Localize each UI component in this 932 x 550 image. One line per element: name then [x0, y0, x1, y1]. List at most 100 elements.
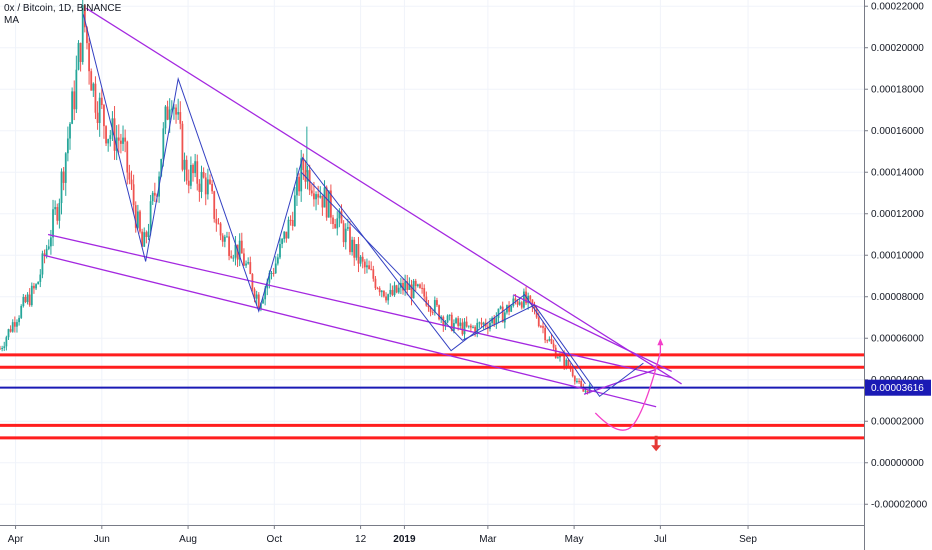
candle-body: [69, 123, 71, 139]
candle-body: [77, 42, 80, 70]
candle-body: [433, 300, 436, 313]
candle-body: [546, 340, 549, 342]
candle-body: [548, 338, 551, 341]
candle-body: [206, 179, 209, 195]
candle-body: [79, 42, 82, 62]
candle-body: [198, 183, 201, 192]
candle-body: [204, 177, 207, 195]
trendline[interactable]: [47, 233, 672, 379]
candle-body: [565, 359, 568, 367]
candle-body: [584, 390, 587, 392]
trendline[interactable]: [85, 7, 682, 385]
y-tick-label: 0.00022000: [871, 2, 924, 13]
candle-body: [329, 190, 332, 218]
candle-body: [228, 236, 230, 256]
candle-body: [308, 170, 311, 191]
wave-pattern[interactable]: [300, 171, 644, 398]
candle-body: [179, 112, 182, 124]
trendline[interactable]: [513, 294, 672, 373]
x-tick-label: May: [565, 534, 584, 545]
trendline[interactable]: [583, 368, 657, 395]
candle-body: [372, 269, 375, 279]
candle-body: [376, 288, 379, 290]
candle-body: [450, 314, 453, 331]
y-tick-label: 0.00000000: [871, 458, 924, 469]
down-arrow-icon[interactable]: [651, 445, 662, 452]
candle-body: [357, 244, 360, 264]
candle-body: [310, 190, 313, 194]
candle-body: [580, 381, 583, 387]
candle-body: [26, 294, 29, 303]
candle-body: [349, 227, 351, 253]
candle-body: [346, 227, 349, 229]
candle-body: [103, 105, 105, 127]
candle-body: [313, 193, 315, 200]
candle-body: [1, 348, 4, 350]
candle-body: [37, 281, 40, 285]
waves: [82, 14, 644, 398]
candle-body: [423, 288, 426, 297]
candle-body: [480, 322, 483, 325]
candle-body: [24, 296, 27, 303]
candle-body: [298, 176, 300, 192]
current-price-badge: [865, 379, 931, 396]
candle-body: [586, 390, 589, 393]
candle-body: [236, 244, 239, 260]
x-tick-label: 2019: [393, 534, 416, 545]
candle-body: [136, 211, 139, 228]
candle-body: [353, 239, 356, 258]
candle-body: [495, 318, 498, 325]
curved-up-arrow[interactable]: [594, 344, 662, 431]
candle-body: [73, 91, 76, 110]
candle-body: [489, 322, 491, 329]
candle-body: [100, 97, 103, 106]
candle-body: [90, 71, 93, 91]
candle-body: [257, 294, 260, 309]
candle-body: [98, 97, 101, 123]
candle-body: [58, 203, 61, 221]
candle-body: [395, 285, 398, 293]
x-tick-label: Aug: [179, 534, 197, 545]
candle-body: [247, 262, 250, 264]
candle-body: [41, 253, 44, 275]
candle-body: [43, 253, 46, 257]
candle-body: [5, 337, 8, 347]
candle-body: [497, 308, 500, 319]
candle-body: [393, 285, 396, 296]
y-tick-label: 0.00008000: [871, 292, 924, 303]
candle-body: [276, 257, 279, 264]
trendlines: [43, 7, 682, 408]
candle-body: [446, 315, 449, 323]
candle-body: [196, 161, 199, 184]
candle-body: [408, 284, 411, 290]
candle-body: [122, 137, 124, 144]
wave-pattern[interactable]: [82, 14, 586, 385]
candle-body: [30, 285, 33, 306]
candle-body: [88, 43, 90, 72]
candle-body: [501, 306, 504, 323]
candle-body: [190, 164, 192, 186]
candle-body: [465, 321, 468, 327]
y-tick-label: 0.00010000: [871, 251, 924, 262]
candles: [0, 0, 591, 395]
candle-body: [529, 295, 532, 300]
trendline[interactable]: [43, 254, 657, 408]
candle-body: [325, 187, 328, 218]
candle-body: [302, 158, 305, 171]
candle-body: [491, 317, 493, 323]
candle-body: [520, 302, 523, 308]
candle-body: [219, 223, 222, 236]
candle-body: [117, 137, 120, 141]
candle-body: [141, 231, 144, 247]
candle-body: [39, 274, 42, 282]
candle-body: [323, 187, 326, 208]
candle-body: [92, 83, 95, 91]
candle-body: [463, 321, 466, 335]
candle-body: [238, 240, 241, 260]
candle-body: [453, 323, 455, 331]
candle-body: [130, 179, 133, 185]
candle-body: [355, 244, 358, 258]
x-tick-label: 12: [355, 534, 367, 545]
candle-body: [576, 380, 578, 382]
